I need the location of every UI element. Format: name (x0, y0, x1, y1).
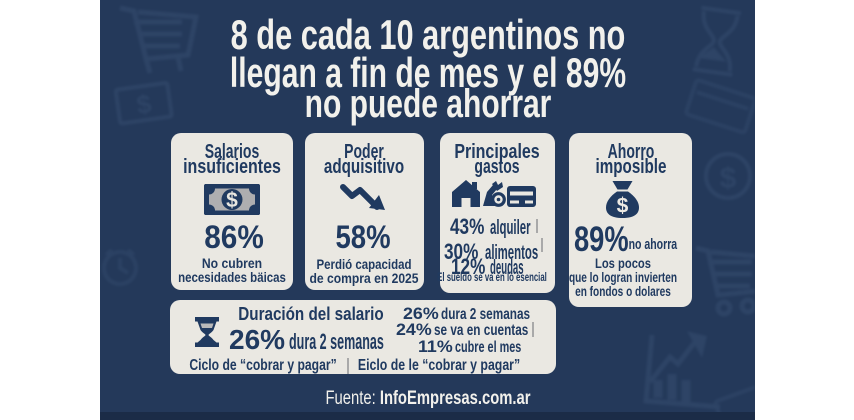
svg-text:$: $ (226, 189, 238, 212)
svg-text:$: $ (135, 88, 154, 120)
svg-text:$: $ (617, 195, 629, 218)
svg-text:$: $ (720, 162, 737, 195)
